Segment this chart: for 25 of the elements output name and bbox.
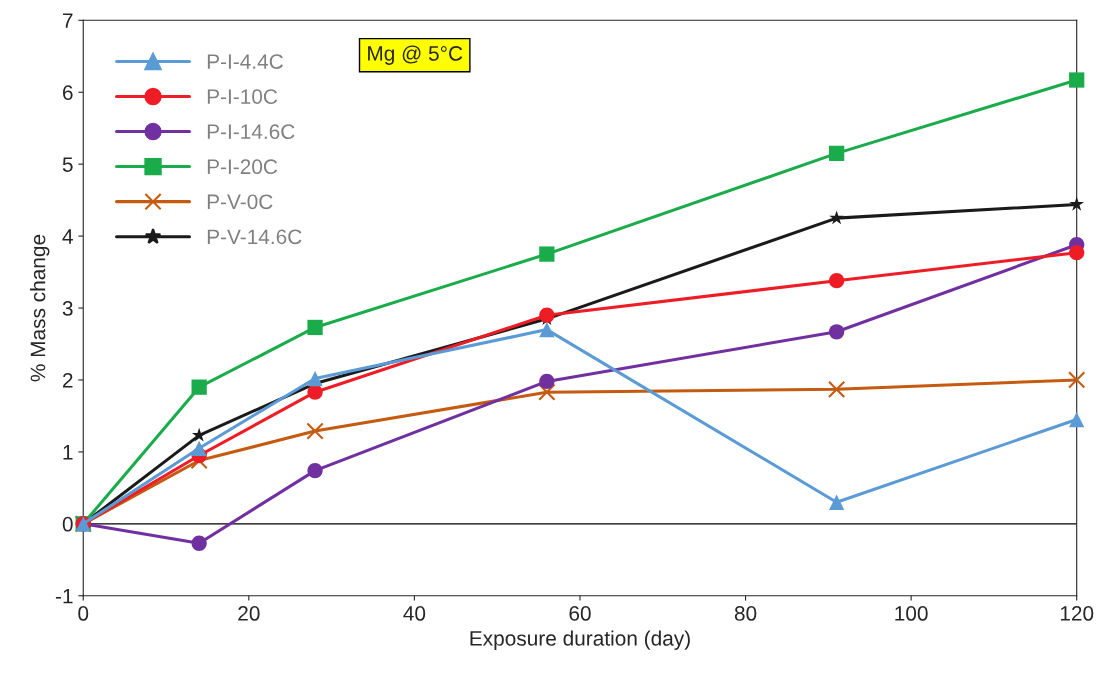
y-tick-label: 3: [62, 301, 73, 316]
legend-label: P-I-20C: [207, 159, 278, 175]
legend-label: P-I-10C: [207, 89, 278, 104]
x-tick-label: 0: [78, 606, 89, 621]
y-tick-label: 0: [62, 516, 73, 532]
x-tick-label: 80: [734, 606, 757, 621]
y-tick-label: 7: [63, 13, 73, 28]
x-tick-label: 20: [238, 606, 260, 621]
legend-label: P-V-0C: [207, 194, 273, 210]
x-tick-label: 60: [569, 606, 591, 621]
x-tick-label: 40: [403, 606, 426, 621]
y-tick-label: 4: [62, 229, 73, 244]
x-tick-label: 100: [895, 606, 928, 621]
y-tick-label: -1: [55, 588, 73, 604]
y-tick-label: 1: [63, 445, 73, 460]
x-tick-label: 120: [1060, 606, 1094, 621]
y-axis-title: % Mass change: [30, 234, 50, 382]
x-axis-title: Exposure duration (day): [470, 630, 690, 650]
y-tick-label: 5: [62, 157, 73, 172]
legend-label: P-I-4.4C: [207, 54, 283, 69]
y-tick-label: 6: [63, 85, 73, 100]
y-tick-label: 2: [62, 372, 73, 388]
legend-label: P-I-14.6C: [207, 124, 295, 140]
annotation: Mg @ 5°C: [368, 45, 463, 65]
legend-label: P-V-14.6C: [207, 229, 302, 245]
